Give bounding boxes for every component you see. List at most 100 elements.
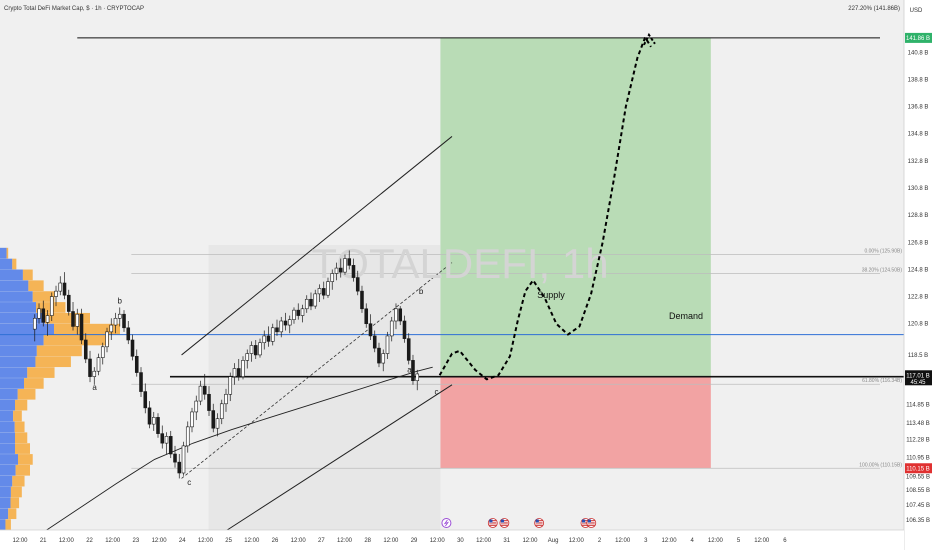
us-flag-icon[interactable] xyxy=(499,518,510,528)
x-tick-label: 27 xyxy=(318,538,325,544)
candle-body xyxy=(88,358,92,377)
event-markers[interactable] xyxy=(441,518,597,528)
candle-body xyxy=(270,327,275,342)
currency-label[interactable]: USD xyxy=(910,8,923,14)
candle-body xyxy=(177,461,182,474)
x-tick-label: 12:00 xyxy=(12,538,28,544)
candle xyxy=(292,307,296,324)
candle xyxy=(190,407,194,433)
annotation-labels: b a c b a c xyxy=(92,287,438,487)
us-flag-icon[interactable] xyxy=(487,518,498,528)
candle xyxy=(62,272,67,300)
volume-bar-buy xyxy=(0,497,11,509)
candle xyxy=(160,425,165,449)
candle-body xyxy=(228,376,233,395)
channel-lower-line xyxy=(212,384,453,540)
current-price-badge: 117.01 B45:45 xyxy=(905,370,932,386)
volume-bar-buy xyxy=(0,443,15,454)
candle xyxy=(185,421,190,453)
candle-body xyxy=(79,313,84,341)
volume-bar-sell xyxy=(13,410,22,422)
candle xyxy=(415,369,420,391)
y-axis[interactable]: 140.8 B 138.8 B 136.8 B 134.8 B 132.8 B 130.8… xyxy=(903,0,932,550)
candle-body xyxy=(126,327,131,341)
candle-body xyxy=(381,353,386,364)
candle-body xyxy=(173,453,177,463)
x-tick-label: 4 xyxy=(691,538,695,544)
volume-bar-buy xyxy=(0,486,11,498)
candle xyxy=(45,310,50,336)
wave-label: a xyxy=(92,383,97,392)
candle-body xyxy=(54,290,58,297)
x-tick-label: 30 xyxy=(457,538,464,544)
candle-body xyxy=(292,309,296,320)
candle-body xyxy=(338,267,343,273)
target-price-badge-bg xyxy=(905,32,932,43)
y-tick-label: 114.85 B xyxy=(906,402,930,408)
candle-body xyxy=(415,373,420,382)
candle xyxy=(402,315,407,343)
candle xyxy=(215,413,220,437)
volume-bar-buy xyxy=(0,356,36,368)
x-tick-label: 25 xyxy=(225,538,232,544)
candle xyxy=(287,315,292,334)
wave-label: c xyxy=(187,478,191,487)
watermark: TOTALDEFI, 1h xyxy=(311,240,608,287)
x-tick-label: Aug xyxy=(548,538,559,544)
volume-bar-buy xyxy=(0,421,15,433)
candle xyxy=(398,306,403,326)
candle-body xyxy=(168,436,173,455)
candle-body xyxy=(309,298,313,307)
candle-body xyxy=(330,273,335,282)
fib-level-label: 38.20% (124.50B) xyxy=(862,268,903,274)
candle-body xyxy=(41,308,46,323)
candle xyxy=(338,258,343,278)
y-tick-label: 126.8 B xyxy=(908,240,929,246)
candle xyxy=(321,281,326,300)
candle xyxy=(351,258,356,282)
candle xyxy=(360,285,364,313)
volume-bar-sell xyxy=(5,519,11,530)
fib-level-label: 61.80% (116.34B) xyxy=(862,378,902,384)
volume-bar-sell xyxy=(35,356,71,368)
candle-body xyxy=(75,313,80,327)
volume-bar-buy xyxy=(0,475,13,487)
y-tick-label: 113.48 B xyxy=(906,421,930,427)
projected-path-arrowhead xyxy=(643,32,656,46)
candle-body xyxy=(385,335,390,354)
candle xyxy=(228,372,233,402)
us-flag-canton xyxy=(535,519,539,523)
volume-bar-sell xyxy=(27,367,55,378)
chart-title: Crypto Total DeFi Market Cap, $ · 1h · C… xyxy=(4,6,144,12)
candle xyxy=(202,373,207,400)
us-flag-icon[interactable] xyxy=(586,518,597,528)
candle xyxy=(194,395,199,421)
candle-body xyxy=(122,313,126,329)
candle-body xyxy=(249,345,254,354)
x-axis[interactable]: 12:00 21 12:00 22 12:00 23 12:00 24 12:00 25 12:00… xyxy=(0,529,904,550)
candle xyxy=(198,380,203,406)
moving-average-line xyxy=(13,366,433,550)
us-flag-icon[interactable] xyxy=(534,518,545,528)
demand-label: Demand xyxy=(669,311,703,321)
y-tick-label: 112.28 B xyxy=(906,437,930,443)
candle xyxy=(156,413,160,438)
y-tick-label: 106.35 B xyxy=(906,518,930,524)
candle-body xyxy=(109,324,114,333)
volume-bar-buy xyxy=(0,410,14,422)
candle-body xyxy=(360,290,364,310)
flash-icon-bolt xyxy=(443,519,450,527)
flash-icon[interactable] xyxy=(441,518,452,528)
candle-body xyxy=(219,403,224,420)
candle xyxy=(71,302,75,331)
candle xyxy=(122,310,126,332)
volume-bar-sell xyxy=(54,323,120,335)
x-tick-label: 22 xyxy=(86,538,93,544)
candle xyxy=(181,441,186,476)
x-tick-label: 2 xyxy=(598,538,602,544)
y-tick-label: 109.55 B xyxy=(906,474,930,480)
us-flag-canton xyxy=(581,519,586,523)
x-tick-label: 12:00 xyxy=(198,538,214,544)
y-tick-label: 110.95 B xyxy=(906,455,930,461)
